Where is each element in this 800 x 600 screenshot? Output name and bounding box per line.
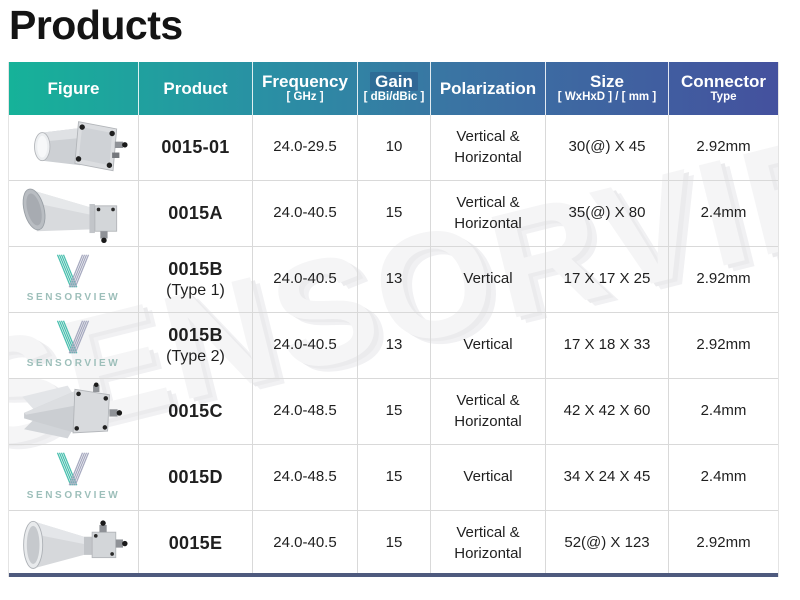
product-cell: 0015C bbox=[139, 379, 253, 445]
connector-cell: 2.92mm bbox=[669, 511, 778, 577]
conical-horn-antenna-icon bbox=[22, 188, 117, 243]
size-cell: 35(@) X 80 bbox=[546, 181, 669, 247]
frequency-cell: 24.0-40.5 bbox=[253, 181, 358, 247]
polarization-cell: Vertical bbox=[431, 313, 546, 379]
size-cell: 30(@) X 45 bbox=[546, 115, 669, 181]
antenna-photo bbox=[15, 514, 133, 574]
sensorview-logo: SENSORVIEW bbox=[27, 320, 121, 371]
products-table: SENSORVIEW Figure Product Frequency [ GH… bbox=[8, 62, 779, 577]
connector-cell: 2.92mm bbox=[669, 115, 778, 181]
figure-cell bbox=[9, 115, 139, 181]
product-cell: 0015B (Type 1) bbox=[139, 247, 253, 313]
polarization-cell: Vertical bbox=[431, 445, 546, 511]
figure-cell: SENSORVIEW bbox=[9, 247, 139, 313]
horn-antenna-flange-icon bbox=[33, 120, 128, 171]
connector-cell: 2.92mm bbox=[669, 247, 778, 313]
product-cell: 0015E bbox=[139, 511, 253, 577]
connector-cell: 2.4mm bbox=[669, 379, 778, 445]
sensorview-wordmark: SENSORVIEW bbox=[26, 292, 121, 304]
column-sublabel: [ WxHxD ] / [ mm ] bbox=[557, 91, 657, 104]
sensorview-v-icon bbox=[57, 254, 90, 288]
antenna-photo bbox=[15, 184, 133, 244]
connector-cell: 2.4mm bbox=[669, 445, 778, 511]
column-label: Size bbox=[589, 71, 625, 91]
figure-cell bbox=[9, 379, 139, 445]
column-label: Connector bbox=[681, 71, 766, 91]
product-cell: 0015B (Type 2) bbox=[139, 313, 253, 379]
frequency-cell: 24.0-48.5 bbox=[253, 379, 358, 445]
column-sublabel: [ dBi/dBic ] bbox=[363, 91, 425, 104]
column-header-connector: Connector Type bbox=[669, 62, 778, 115]
gain-cell: 15 bbox=[358, 445, 431, 511]
product-cell: 0015-01 bbox=[139, 115, 253, 181]
column-header-frequency: Frequency [ GHz ] bbox=[253, 62, 358, 115]
column-header-product: Product bbox=[139, 62, 253, 115]
column-label: Gain bbox=[370, 71, 418, 92]
polarization-cell: Vertical & Horizontal bbox=[431, 511, 546, 577]
size-cell: 17 X 18 X 33 bbox=[546, 313, 669, 379]
column-label: Frequency bbox=[262, 71, 348, 91]
size-cell: 52(@) X 123 bbox=[546, 511, 669, 577]
product-cell: 0015A bbox=[139, 181, 253, 247]
page-title: Products bbox=[9, 2, 183, 48]
polarization-cell: Vertical & Horizontal bbox=[431, 181, 546, 247]
size-cell: 17 X 17 X 25 bbox=[546, 247, 669, 313]
product-name: 0015B bbox=[168, 259, 223, 280]
gain-cell: 13 bbox=[358, 247, 431, 313]
column-label: Product bbox=[163, 78, 228, 98]
size-cell: 34 X 24 X 45 bbox=[546, 445, 669, 511]
antenna-photo bbox=[15, 118, 133, 178]
figure-cell: SENSORVIEW bbox=[9, 313, 139, 379]
column-sublabel: Type bbox=[710, 91, 737, 104]
product-name: 0015B bbox=[168, 325, 223, 346]
column-header-polarization: Polarization bbox=[431, 62, 546, 115]
figure-cell bbox=[9, 181, 139, 247]
column-sublabel: [ GHz ] bbox=[286, 91, 324, 104]
frequency-cell: 24.0-40.5 bbox=[253, 511, 358, 577]
product-note: (Type 2) bbox=[166, 347, 225, 365]
frequency-cell: 24.0-29.5 bbox=[253, 115, 358, 181]
sensorview-wordmark: SENSORVIEW bbox=[26, 490, 121, 502]
product-name: 0015C bbox=[168, 401, 223, 422]
size-cell: 42 X 42 X 60 bbox=[546, 379, 669, 445]
table-header-background bbox=[9, 62, 778, 115]
polarization-cell: Vertical & Horizontal bbox=[431, 115, 546, 181]
table-bottom-accent-bar bbox=[9, 573, 778, 577]
polarization-cell: Vertical bbox=[431, 247, 546, 313]
gain-cell: 15 bbox=[358, 379, 431, 445]
gain-cell: 15 bbox=[358, 181, 431, 247]
frequency-cell: 24.0-40.5 bbox=[253, 313, 358, 379]
frequency-cell: 24.0-48.5 bbox=[253, 445, 358, 511]
gain-cell: 13 bbox=[358, 313, 431, 379]
connector-cell: 2.4mm bbox=[669, 181, 778, 247]
column-label: Figure bbox=[47, 78, 100, 98]
sensorview-logo: SENSORVIEW bbox=[27, 254, 121, 305]
product-note: (Type 1) bbox=[166, 281, 225, 299]
gain-cell: 15 bbox=[358, 511, 431, 577]
product-name: 0015D bbox=[168, 467, 223, 488]
frequency-cell: 24.0-40.5 bbox=[253, 247, 358, 313]
polarization-cell: Vertical & Horizontal bbox=[431, 379, 546, 445]
connector-cell: 2.92mm bbox=[669, 313, 778, 379]
product-name: 0015E bbox=[168, 533, 223, 554]
column-label: Polarization bbox=[439, 78, 537, 98]
product-cell: 0015D bbox=[139, 445, 253, 511]
antenna-photo bbox=[15, 382, 133, 442]
sensorview-v-icon bbox=[57, 320, 90, 354]
sensorview-logo: SENSORVIEW bbox=[27, 452, 121, 503]
product-name: 0015-01 bbox=[161, 137, 230, 158]
conical-horn-antenna-icon bbox=[22, 519, 128, 569]
product-name: 0015A bbox=[168, 203, 223, 224]
quad-ridged-horn-antenna-icon bbox=[21, 382, 122, 438]
column-header-gain: Gain [ dBi/dBic ] bbox=[358, 62, 431, 115]
gain-cell: 10 bbox=[358, 115, 431, 181]
figure-cell: SENSORVIEW bbox=[9, 445, 139, 511]
sensorview-v-icon bbox=[57, 452, 90, 486]
column-header-figure: Figure bbox=[9, 62, 139, 115]
figure-cell bbox=[9, 511, 139, 577]
column-header-size: Size [ WxHxD ] / [ mm ] bbox=[546, 62, 669, 115]
sensorview-wordmark: SENSORVIEW bbox=[26, 358, 121, 370]
